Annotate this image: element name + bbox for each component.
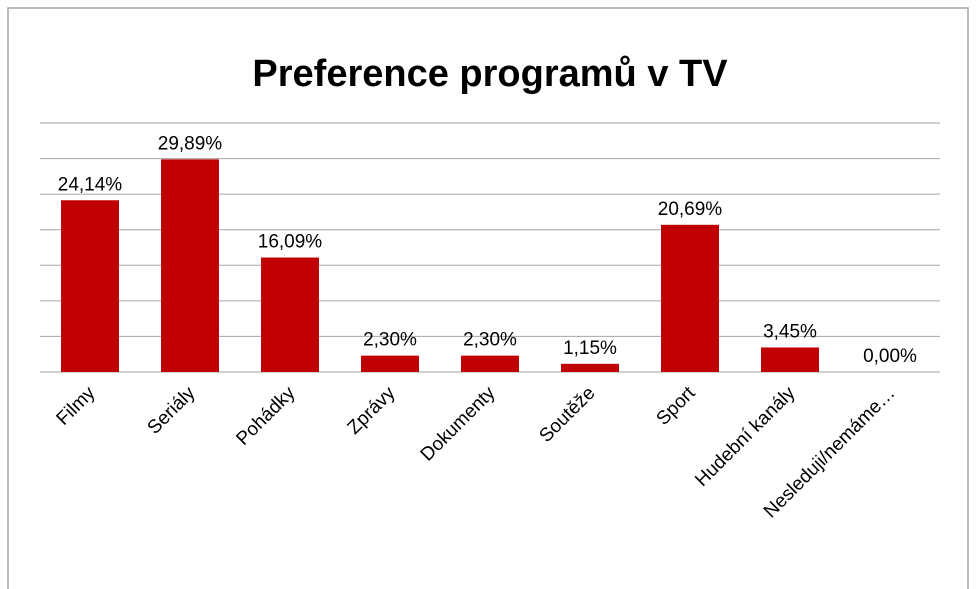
- data-label: 20,69%: [658, 199, 723, 220]
- data-label: 16,09%: [258, 232, 323, 253]
- bar: [761, 347, 819, 372]
- chart-title: Preference programů v TV: [252, 53, 728, 95]
- data-label: 2,30%: [463, 330, 517, 351]
- data-label: 0,00%: [863, 346, 917, 367]
- data-label: 3,45%: [763, 321, 817, 342]
- chart-border: [7, 7, 969, 589]
- bar: [161, 159, 219, 372]
- bar: [261, 257, 319, 372]
- bar: [561, 363, 619, 372]
- bar: [61, 200, 119, 372]
- bar: [361, 355, 419, 372]
- bar: [661, 224, 719, 372]
- data-label: 24,14%: [58, 174, 123, 195]
- data-label: 1,15%: [563, 338, 617, 359]
- bar: [461, 355, 519, 372]
- data-label: 2,30%: [363, 330, 417, 351]
- data-label: 29,89%: [158, 133, 223, 154]
